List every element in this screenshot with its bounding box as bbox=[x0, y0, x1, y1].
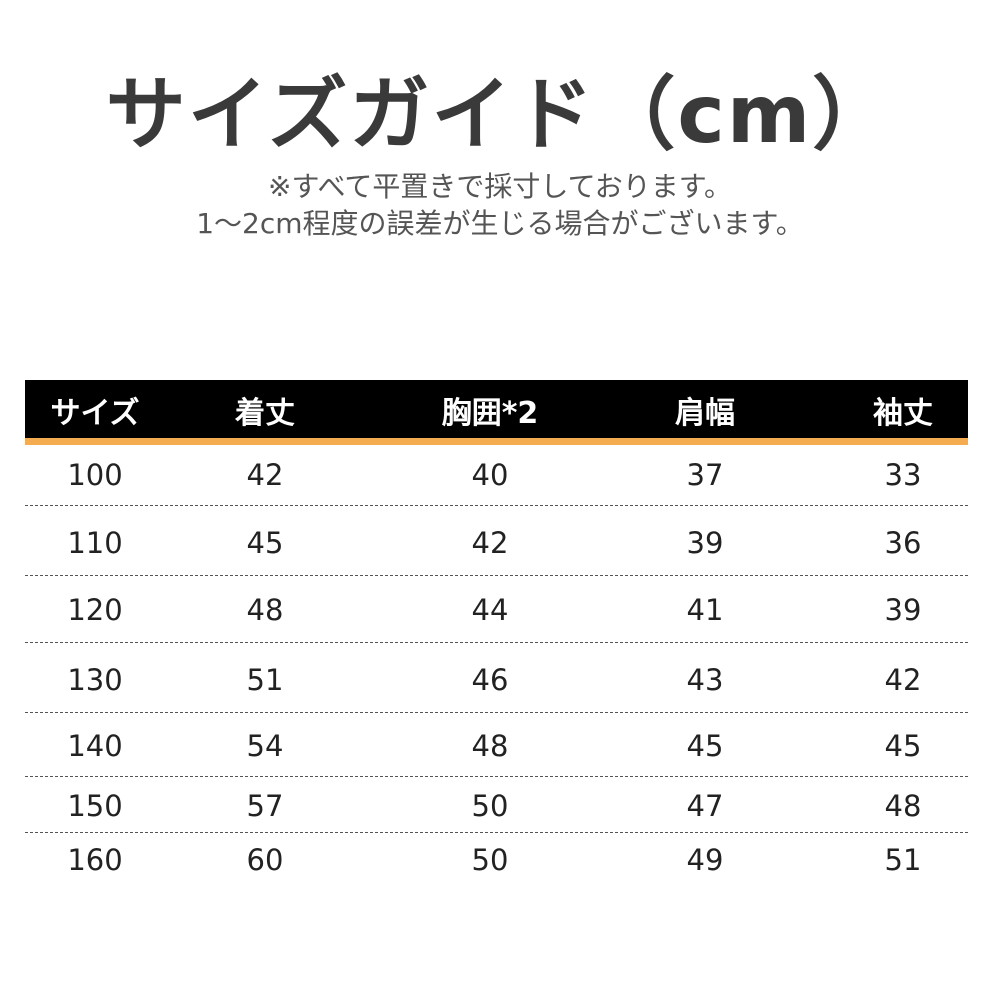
table-cell: 44 bbox=[471, 593, 509, 627]
table-cell: 50 bbox=[471, 789, 509, 823]
table-cell: 100 bbox=[67, 458, 123, 492]
page-title: サイズガイド（cm） bbox=[105, 68, 895, 161]
note-line-1: ※すべて平置きで採寸しております。 bbox=[268, 170, 732, 203]
table-cell: 130 bbox=[67, 663, 123, 697]
table-cell: 48 bbox=[884, 789, 922, 823]
table-cell: 43 bbox=[686, 663, 724, 697]
table-cell: 41 bbox=[686, 593, 724, 627]
table-cell: 45 bbox=[686, 729, 724, 763]
header-length: 着丈 bbox=[235, 396, 295, 431]
row-divider bbox=[25, 776, 968, 777]
header-shoulder: 肩幅 bbox=[675, 396, 735, 431]
row-divider bbox=[25, 642, 968, 643]
header-sleeve: 袖丈 bbox=[873, 396, 933, 431]
table-cell: 42 bbox=[471, 526, 509, 560]
table-cell: 120 bbox=[67, 593, 123, 627]
table-cell: 57 bbox=[246, 789, 284, 823]
table-cell: 33 bbox=[884, 458, 922, 492]
table-cell: 60 bbox=[246, 843, 284, 877]
table-cell: 36 bbox=[884, 526, 922, 560]
table-cell: 40 bbox=[471, 458, 509, 492]
table-cell: 37 bbox=[686, 458, 724, 492]
table-cell: 42 bbox=[884, 663, 922, 697]
table-cell: 150 bbox=[67, 789, 123, 823]
table-header bbox=[25, 380, 968, 438]
table-cell: 110 bbox=[67, 526, 123, 560]
table-cell: 51 bbox=[884, 843, 922, 877]
table-cell: 50 bbox=[471, 843, 509, 877]
table-cell: 42 bbox=[246, 458, 284, 492]
row-divider bbox=[25, 575, 968, 576]
row-divider bbox=[25, 712, 968, 713]
row-divider bbox=[25, 505, 968, 506]
table-cell: 45 bbox=[884, 729, 922, 763]
header-size: サイズ bbox=[50, 396, 140, 431]
note-line-2: 1〜2cm程度の誤差が生じる場合がございます。 bbox=[196, 207, 804, 240]
table-cell: 46 bbox=[471, 663, 509, 697]
table-cell: 51 bbox=[246, 663, 284, 697]
table-cell: 45 bbox=[246, 526, 284, 560]
table-cell: 39 bbox=[686, 526, 724, 560]
table-cell: 48 bbox=[246, 593, 284, 627]
header-chest: 胸囲*2 bbox=[441, 396, 539, 431]
table-cell: 39 bbox=[884, 593, 922, 627]
table-cell: 140 bbox=[67, 729, 123, 763]
table-cell: 48 bbox=[471, 729, 509, 763]
header-accent-bar bbox=[25, 438, 968, 445]
row-divider bbox=[25, 832, 968, 833]
table-cell: 54 bbox=[246, 729, 284, 763]
table-cell: 160 bbox=[67, 843, 123, 877]
table-cell: 49 bbox=[686, 843, 724, 877]
table-cell: 47 bbox=[686, 789, 724, 823]
